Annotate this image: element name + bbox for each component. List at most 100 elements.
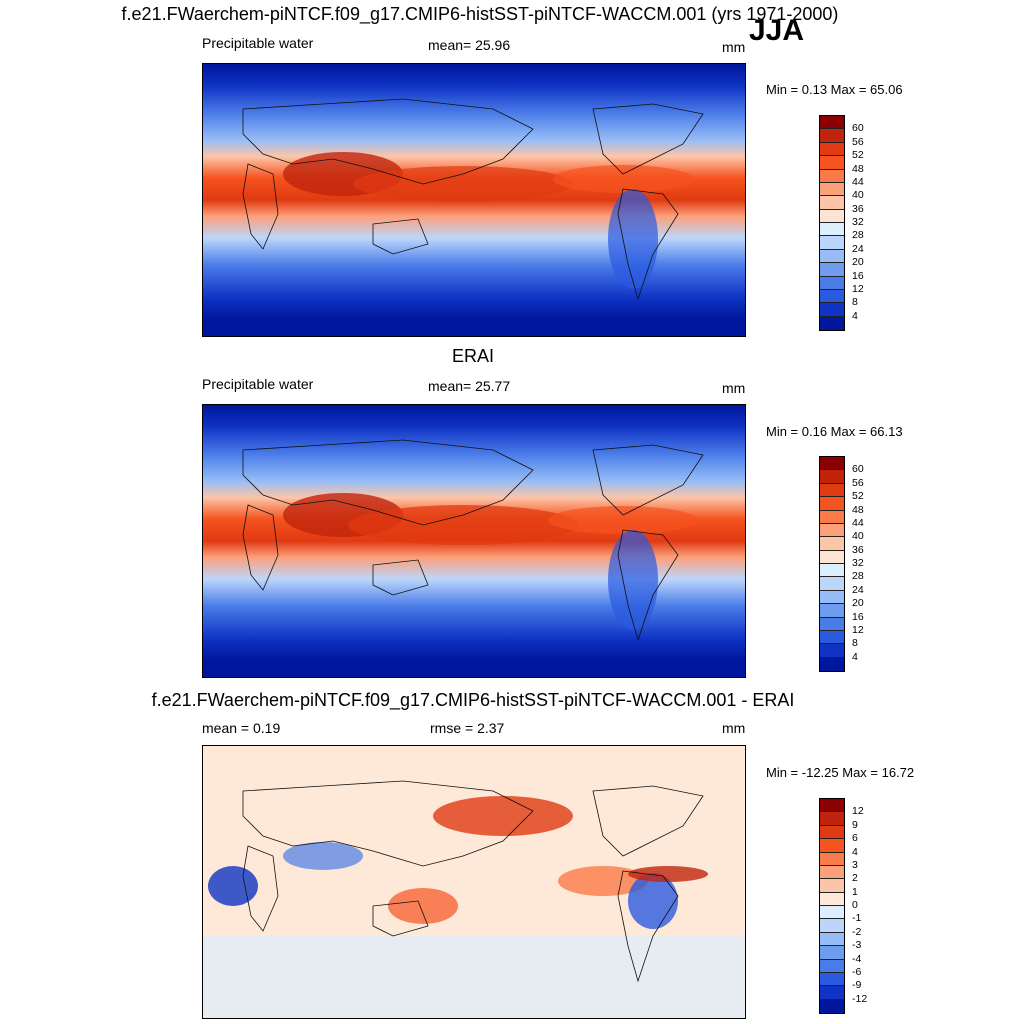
colorbar-segment (820, 644, 844, 658)
season-label: JJA (749, 14, 805, 47)
panel3-map (202, 745, 746, 1019)
colorbar-tick-label: 32 (852, 557, 864, 569)
colorbar-tick-label: -2 (852, 925, 862, 938)
colorbar-segment (820, 182, 844, 197)
colorbar-tick-label: 52 (852, 149, 864, 162)
colorbar-segment (820, 116, 844, 130)
panel2-mean-label: mean= 25.77 (428, 378, 511, 394)
colorbar-tick-label: 28 (852, 570, 864, 583)
panel2-units-label: mm (722, 380, 746, 396)
colorbar-tick-label: 8 (852, 637, 858, 650)
colorbar-segment (820, 129, 844, 143)
panel1-units-label: mm (722, 39, 746, 55)
panel1-minmax-label: Min = 0.13 Max = 65.06 (766, 82, 903, 97)
colorbar-tick-label: 52 (852, 490, 864, 503)
colorbar-segment (820, 483, 844, 498)
panel2-variable-label: Precipitable water (202, 376, 314, 392)
colorbar-segment (820, 590, 844, 605)
colorbar-segment (820, 799, 844, 813)
colorbar-segment (820, 879, 844, 893)
colorbar-segment (820, 986, 844, 1000)
colorbar-tick-label: 2 (852, 872, 858, 885)
colorbar-tick-label: 20 (852, 597, 864, 610)
colorbar-segment (820, 523, 844, 538)
colorbar-tick-label: 56 (852, 476, 864, 489)
colorbar-segment (820, 550, 844, 564)
panel1-variable-label: Precipitable water (202, 35, 314, 51)
colorbar-segment (820, 249, 844, 264)
panel3-mean-label: mean = 0.19 (202, 720, 281, 736)
colorbar-segment (820, 919, 844, 933)
panel2-map (202, 404, 746, 678)
colorbar-tick-label: 36 (852, 202, 864, 215)
colorbar-tick-label: 9 (852, 818, 858, 831)
colorbar-tick-label: -12 (852, 992, 868, 1005)
colorbar-tick-label: 4 (852, 309, 858, 322)
colorbar-tick-label: -3 (852, 939, 862, 952)
colorbar-tick-label: 4 (852, 650, 858, 663)
panel3-colorbar (819, 798, 845, 1014)
colorbar-segment (820, 825, 844, 840)
colorbar-segment (820, 303, 844, 317)
colorbar-tick-label: 28 (852, 229, 864, 242)
colorbar-segment (820, 263, 844, 277)
colorbar-segment (820, 196, 844, 210)
colorbar-segment (820, 657, 844, 671)
colorbar-tick-label: 36 (852, 543, 864, 556)
colorbar-tick-label: 8 (852, 296, 858, 309)
colorbar-tick-label: 24 (852, 242, 864, 255)
colorbar-tick-label: 16 (852, 269, 864, 282)
panel3-minmax-label: Min = -12.25 Max = 16.72 (766, 765, 915, 780)
colorbar-segment (820, 906, 844, 920)
colorbar-segment (820, 142, 844, 157)
panel1-colorbar (819, 115, 845, 331)
figure-title: f.e21.FWaerchem-piNTCF.f09_g17.CMIP6-his… (121, 4, 839, 24)
colorbar-tick-label: 12 (852, 282, 864, 295)
panel3-units-label: mm (722, 720, 746, 736)
colorbar-tick-label: -1 (852, 912, 862, 925)
colorbar-segment (820, 617, 844, 631)
panel1-map (202, 63, 746, 337)
colorbar-tick-label: 48 (852, 162, 864, 175)
colorbar-tick-label: 44 (852, 516, 864, 529)
colorbar-segment (820, 537, 844, 551)
colorbar-segment (820, 839, 844, 853)
colorbar-segment (820, 865, 844, 880)
colorbar-segment (820, 289, 844, 304)
colorbar-tick-label: -6 (852, 965, 862, 978)
colorbar-tick-label: 56 (852, 135, 864, 148)
colorbar-segment (820, 457, 844, 471)
colorbar-segment (820, 510, 844, 524)
panel2-title: ERAI (451, 346, 494, 366)
colorbar-tick-label: 48 (852, 503, 864, 516)
panel2-colorbar (819, 456, 845, 672)
colorbar-tick-label: 0 (852, 899, 858, 911)
colorbar-tick-label: -9 (852, 979, 862, 992)
panel1-mean-label: mean= 25.96 (428, 37, 511, 53)
colorbar-segment (820, 156, 844, 170)
panel3-rmse-label: rmse = 2.37 (430, 720, 505, 736)
colorbar-segment (820, 892, 844, 906)
colorbar-segment (820, 630, 844, 645)
colorbar-segment (820, 812, 844, 826)
colorbar-segment (820, 564, 844, 578)
colorbar-segment (820, 946, 844, 960)
colorbar-segment (820, 316, 844, 330)
colorbar-tick-label: 40 (852, 530, 864, 543)
colorbar-tick-label: 4 (852, 845, 858, 858)
colorbar-segment (820, 497, 844, 511)
colorbar-segment (820, 852, 844, 866)
colorbar-segment (820, 169, 844, 183)
colorbar-tick-label: 40 (852, 189, 864, 202)
colorbar-segment (820, 236, 844, 250)
colorbar-tick-label: 12 (852, 623, 864, 636)
colorbar-segment (820, 999, 844, 1013)
colorbar-segment (820, 470, 844, 484)
panel3-title: f.e21.FWaerchem-piNTCF.f09_g17.CMIP6-his… (151, 690, 795, 710)
colorbar-segment (820, 223, 844, 237)
colorbar-tick-label: 1 (852, 885, 858, 898)
colorbar-tick-label: 3 (852, 858, 858, 871)
colorbar-tick-label: 12 (852, 805, 864, 818)
colorbar-tick-label: 16 (852, 610, 864, 623)
colorbar-segment (820, 577, 844, 591)
